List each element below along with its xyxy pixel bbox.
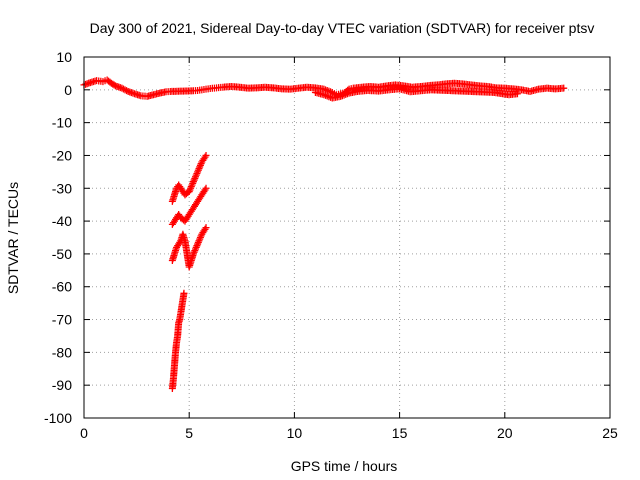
- data-point: [194, 240, 202, 248]
- data-point: [202, 224, 210, 232]
- y-tick-label: 10: [56, 49, 72, 65]
- x-tick-label: 20: [497, 425, 513, 441]
- data-point: [191, 174, 199, 182]
- series-4: [168, 151, 210, 205]
- data-point: [188, 181, 196, 189]
- data-point: [194, 166, 202, 174]
- data-point: [195, 237, 203, 245]
- data-point: [343, 90, 351, 98]
- y-tick-label: -90: [52, 377, 72, 393]
- data-point: [201, 186, 209, 194]
- x-tick-label: 10: [287, 425, 303, 441]
- data-point: [342, 90, 350, 98]
- plot-frame: [83, 56, 611, 419]
- y-tick-label: -50: [52, 246, 72, 262]
- data-point: [201, 225, 209, 233]
- data-point: [192, 243, 200, 251]
- y-tick-label: -30: [52, 180, 72, 196]
- x-axis-label: GPS time / hours: [291, 458, 398, 474]
- axis-ticks: 0 5 10 15 20 25 10 0 -10 -20 -30 -40 -50 -60 -70 -80 -90…: [44, 49, 618, 441]
- chart-title: Day 300 of 2021, Sidereal Day-to-day VTE…: [90, 20, 595, 36]
- y-axis-label: SDTVAR / TECUs: [5, 182, 21, 294]
- data-point: [186, 186, 194, 194]
- data-point: [196, 163, 204, 171]
- data-point: [320, 91, 328, 99]
- y-tick-label: -40: [52, 213, 72, 229]
- data-point: [202, 151, 210, 159]
- data-point: [337, 92, 345, 100]
- y-tick-label: 0: [64, 82, 72, 98]
- y-tick-label: -80: [52, 344, 72, 360]
- data-point: [189, 178, 197, 186]
- data-point: [195, 165, 203, 173]
- data-series: [80, 76, 568, 392]
- x-tick-label: 15: [392, 425, 408, 441]
- data-point: [201, 153, 209, 161]
- data-point: [191, 247, 199, 255]
- data-point: [513, 90, 521, 98]
- data-point: [180, 289, 188, 297]
- series-2: [311, 85, 521, 102]
- data-point: [194, 168, 202, 176]
- y-tick-label: -70: [52, 312, 72, 328]
- data-point: [192, 245, 200, 253]
- data-point: [119, 85, 127, 93]
- data-point: [189, 250, 197, 258]
- y-tick-label: -100: [44, 410, 72, 426]
- y-tick-label: -60: [52, 279, 72, 295]
- data-point: [325, 93, 333, 101]
- data-point: [560, 84, 568, 92]
- data-point: [189, 179, 197, 187]
- data-point: [202, 184, 210, 192]
- y-tick-label: -20: [52, 147, 72, 163]
- data-point: [193, 170, 201, 178]
- data-point: [194, 238, 202, 246]
- x-tick-label: 0: [80, 425, 88, 441]
- series-6: [168, 224, 210, 271]
- x-tick-label: 25: [602, 425, 618, 441]
- data-point: [123, 87, 131, 95]
- data-point: [118, 84, 126, 92]
- data-point: [187, 184, 195, 192]
- series-3: [168, 289, 188, 392]
- data-point: [190, 248, 198, 256]
- data-point: [187, 183, 195, 191]
- data-point: [121, 86, 129, 94]
- data-point: [185, 188, 193, 196]
- data-point: [190, 176, 198, 184]
- data-point: [196, 161, 204, 169]
- series-5: [168, 184, 210, 228]
- data-point: [192, 171, 200, 179]
- data-point: [193, 242, 201, 250]
- data-point: [196, 234, 204, 241]
- x-tick-label: 5: [185, 425, 193, 441]
- data-point: [192, 173, 200, 181]
- grid-lines: [84, 57, 610, 418]
- y-tick-label: -10: [52, 115, 72, 131]
- data-point: [196, 235, 204, 243]
